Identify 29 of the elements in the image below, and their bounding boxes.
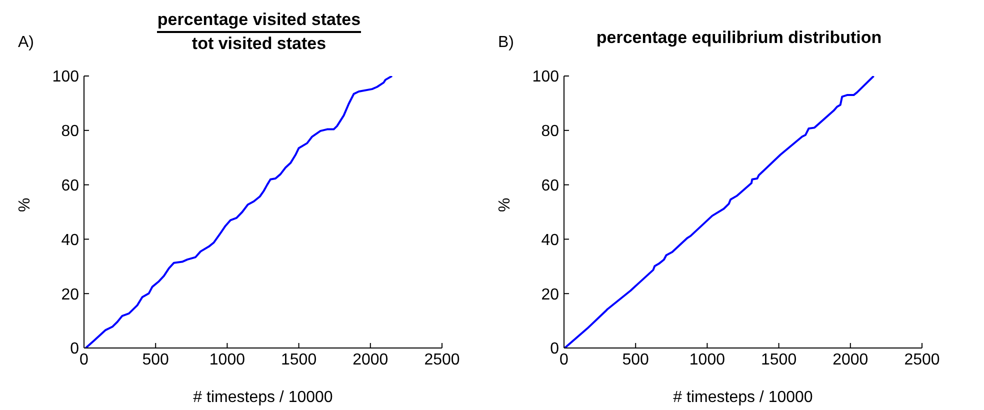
x-axis-title: # timesteps / 10000 — [673, 389, 813, 406]
y-tick-label: 60 — [541, 177, 560, 194]
x-tick-label: 2000 — [352, 351, 388, 368]
y-tick-label: 100 — [532, 68, 560, 86]
text: A) — [18, 34, 34, 52]
x-tick-label: 1000 — [689, 351, 726, 368]
x-tick-label: 1500 — [761, 351, 797, 368]
x-tick-label: 2500 — [424, 351, 460, 368]
y-axis-title: % — [16, 198, 34, 212]
text: B) — [498, 34, 514, 52]
chart-title: percentage visited states — [157, 10, 361, 30]
x-tick-label: 1000 — [209, 351, 246, 368]
y-tick-label: 40 — [541, 232, 560, 249]
y-tick-label: 80 — [61, 123, 80, 140]
x-tick-label: 500 — [142, 351, 170, 368]
chart-title: percentage equilibrium distribution — [596, 28, 882, 48]
y-tick-label: 60 — [61, 177, 80, 194]
x-tick-label: 500 — [622, 351, 650, 368]
y-tick-label: 80 — [541, 123, 560, 140]
x-tick-label: 2500 — [904, 351, 940, 368]
y-axis-title: % — [496, 198, 514, 212]
y-tick-label: 20 — [541, 286, 560, 304]
x-axis-title: # timesteps / 10000 — [193, 389, 333, 406]
y-tick-label: 40 — [61, 232, 80, 249]
x-tick-label: 1500 — [281, 351, 317, 368]
y-tick-label: 100 — [52, 68, 80, 86]
y-tick-label: 20 — [61, 286, 80, 304]
x-tick-label: 2000 — [832, 351, 868, 368]
chart-subtitle: tot visited states — [190, 34, 328, 54]
